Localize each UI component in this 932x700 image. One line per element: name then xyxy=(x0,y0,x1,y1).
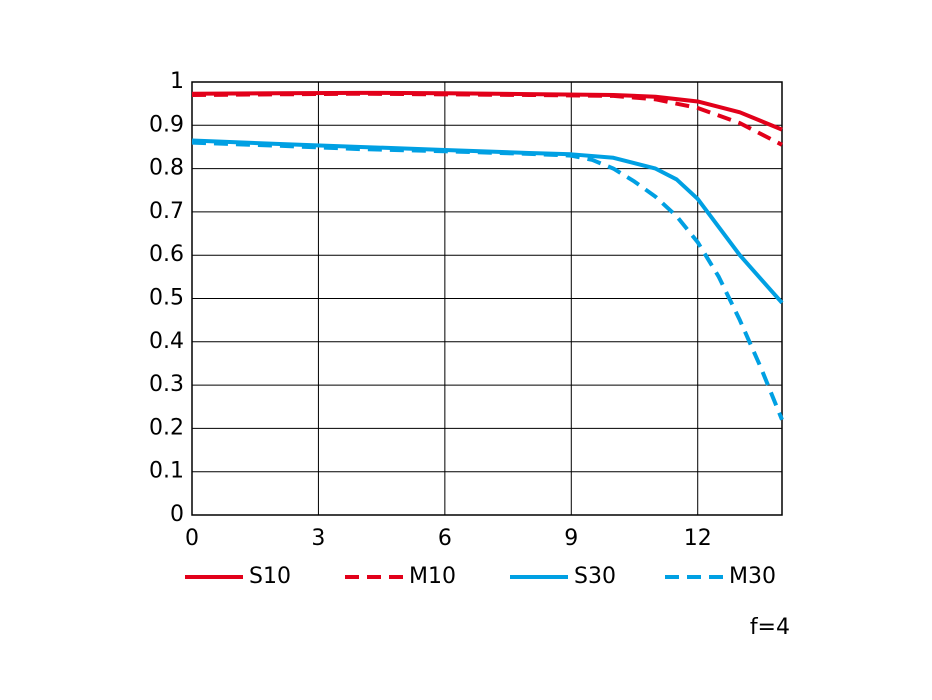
annotation: f=4 xyxy=(750,615,790,640)
legend-label: M30 xyxy=(729,564,776,589)
y-tick-label: 0.6 xyxy=(149,242,184,267)
legend-label: S30 xyxy=(574,564,616,589)
y-tick-label: 0.2 xyxy=(149,415,184,440)
x-tick-label: 3 xyxy=(311,526,325,551)
x-tick-label: 12 xyxy=(684,526,712,551)
series-line xyxy=(191,90,783,132)
legend-label: M10 xyxy=(409,564,456,589)
series-line xyxy=(191,140,784,421)
y-tick-label: 0.1 xyxy=(149,459,184,484)
x-tick-label: 9 xyxy=(564,526,578,551)
y-tick-label: 0.3 xyxy=(149,372,184,397)
legend-label: S10 xyxy=(249,564,291,589)
x-tick-label: 0 xyxy=(185,526,199,551)
series-line xyxy=(191,91,783,147)
y-tick-label: 0.9 xyxy=(149,112,184,137)
y-tick-label: 0.7 xyxy=(149,199,184,224)
y-tick-label: 0 xyxy=(170,502,184,527)
series-line xyxy=(191,138,784,305)
x-tick-label: 6 xyxy=(438,526,452,551)
y-tick-label: 0.4 xyxy=(149,329,184,354)
y-tick-label: 1 xyxy=(170,69,184,94)
y-tick-label: 0.5 xyxy=(149,286,184,311)
y-tick-label: 0.8 xyxy=(149,156,184,181)
